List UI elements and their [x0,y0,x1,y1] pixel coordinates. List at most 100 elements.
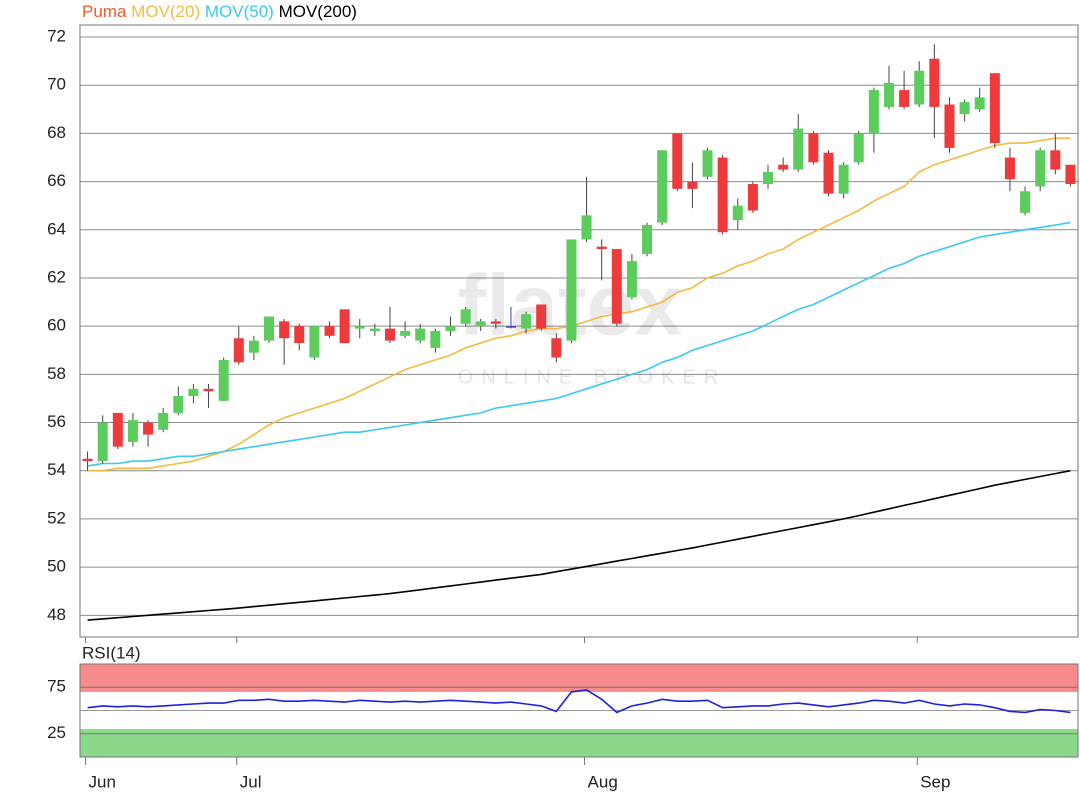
candle-body [127,420,138,442]
x-tick-label: Sep [920,772,950,791]
candle-body [505,326,516,328]
plot-frame [79,663,1079,758]
candle-body [384,328,395,341]
candle-body [642,224,653,254]
y-tick-label: 64 [47,219,66,238]
candle-body [914,70,925,105]
candle-body [400,331,411,336]
plot-area [80,25,1078,637]
candle-body [82,458,93,462]
x-tick-label: Jun [89,772,116,791]
candle-body [823,152,834,194]
y-tick-label: 72 [47,27,66,46]
candle-body [672,133,683,189]
candle-body [309,326,320,358]
candle-body [218,359,229,401]
legend-entry: Puma [82,2,127,21]
y-tick-label: 48 [47,605,66,624]
candle-body [611,249,622,324]
candle-body [1004,157,1015,180]
y-tick-label: 50 [47,557,66,576]
candle-body [339,309,350,344]
candle-body [626,261,637,298]
candle-body [944,104,955,148]
candle-body [1020,191,1031,213]
y-tick-label: 25 [47,723,66,742]
y-tick-label: 60 [47,316,66,335]
candle-body [490,321,501,324]
candle-body [687,181,698,189]
candle-body [97,422,108,462]
candle-body [324,326,335,336]
candle-body [1065,164,1076,185]
candle-body [838,164,849,194]
y-tick-label: 68 [47,123,66,142]
candle-body [430,331,441,348]
candle-body [899,90,910,107]
candle-body [596,246,607,250]
candle-body [415,328,426,341]
candle-body [158,412,169,430]
y-tick-label: 66 [47,171,66,190]
candle-body [763,171,774,185]
plot-frame [79,24,1079,638]
watermark-subtitle: ONLINE BROKER [458,366,726,388]
candle-body [702,150,713,177]
moving-average [87,137,1071,472]
y-tick-label: 52 [47,508,66,527]
candle-body [460,309,471,324]
candle-body [808,133,819,163]
candle-body [1035,150,1046,187]
candle-body [188,388,199,397]
candle-body [581,215,592,240]
candle-body [974,97,985,110]
rsi-line [87,689,1071,714]
candle-body [536,304,547,329]
candle-body [566,239,577,341]
candle-body [248,340,259,353]
candle-body [747,184,758,211]
y-tick-label: 58 [47,364,66,383]
candle-body [883,82,894,107]
candle-body [778,164,789,170]
legend: Puma MOV(20) MOV(50) MOV(200) [82,2,357,21]
candle-body [732,205,743,221]
candle-body [959,102,970,115]
candle-body [929,58,940,107]
y-tick-label: 54 [47,460,66,479]
y-tick-label: 70 [47,75,66,94]
moving-average [87,469,1071,621]
candle-body [853,133,864,163]
candle-body [793,128,804,170]
y-tick-label: 75 [47,677,66,696]
candle-body [475,321,486,327]
candle-body [143,422,154,435]
candle-body [717,157,728,233]
rsi-label: RSI(14) [82,643,141,662]
candle-body [868,90,879,134]
candle-body [551,338,562,358]
candle-body [369,328,380,331]
legend-entry: MOV(200) [279,2,357,21]
candle-body [445,326,456,331]
candle-body [203,388,214,392]
candle-body [294,326,305,344]
x-tick-label: Jul [240,772,262,791]
candle-body [1050,150,1061,170]
legend-entry: MOV(20) [131,2,200,21]
moving-average [87,221,1071,467]
candle-body [354,326,365,329]
x-tick-label: Aug [588,772,618,791]
candle-body [233,338,244,363]
candle-body [173,396,184,413]
candle-body [521,314,532,329]
y-tick-label: 56 [47,412,66,431]
legend-entry: MOV(50) [205,2,274,21]
candle-body [657,150,668,223]
candle-body [279,321,290,339]
y-tick-label: 62 [47,267,66,286]
candle-body [989,73,1000,144]
candle-body [264,316,275,341]
candle-body [112,412,123,447]
